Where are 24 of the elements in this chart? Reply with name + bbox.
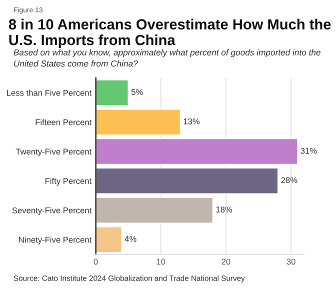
data-label: 13% xyxy=(184,118,200,124)
data-label: 28% xyxy=(281,177,298,184)
x-tick-label: 30 xyxy=(286,258,296,265)
bar xyxy=(96,138,298,165)
data-label: 4% xyxy=(124,236,136,242)
bar xyxy=(96,226,122,254)
data-label: 5% xyxy=(131,89,143,95)
y-tick-label: Fifty Percent xyxy=(46,178,92,186)
y-tick-label: Less than Five Percent xyxy=(7,90,92,96)
bar xyxy=(96,108,181,136)
y-tick-label: Fifteen Percent xyxy=(36,119,92,126)
x-tick-label: 0 xyxy=(94,258,98,265)
data-label: 31% xyxy=(300,148,317,154)
y-tick-label: Seventy-Five Percent xyxy=(12,207,92,215)
chart-subtitle: Based on what you know, approximately what percent of goods imported into the United States come from China? xyxy=(14,49,320,67)
bar xyxy=(96,167,279,194)
y-tick-label: Twenty-Five Percent xyxy=(16,148,92,156)
x-tick-label: 20 xyxy=(222,258,230,265)
y-tick-label: Ninety-Five Percent xyxy=(19,236,92,244)
chart-title: 8 in 10 Americans Overestimate How Much the U.S. Imports from China xyxy=(8,18,331,48)
x-tick-label: 10 xyxy=(156,258,166,265)
data-label: 18% xyxy=(216,206,232,212)
bar xyxy=(96,79,129,106)
bar xyxy=(96,196,214,224)
